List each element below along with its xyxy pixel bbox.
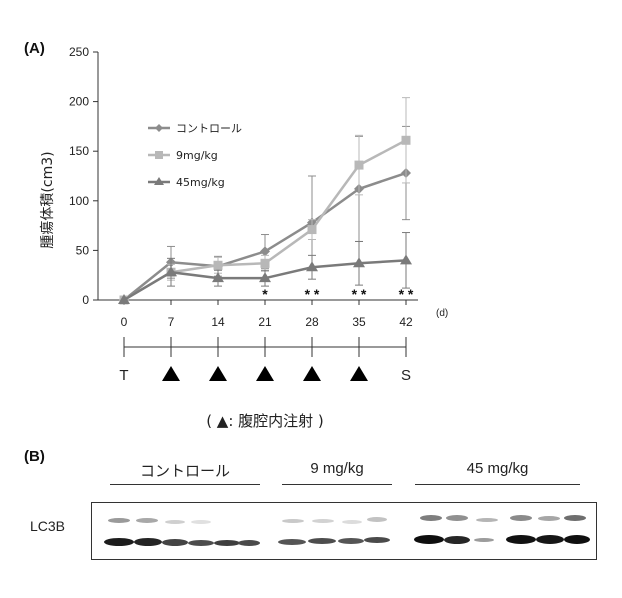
band-upper bbox=[510, 515, 532, 521]
timeline-start-label: T bbox=[119, 367, 128, 384]
y-tick-label: 200 bbox=[69, 95, 89, 109]
panel-a-label: (A) bbox=[24, 40, 45, 57]
y-tick-label: 100 bbox=[69, 194, 89, 208]
band-lower bbox=[414, 535, 444, 544]
panel-b-label: (B) bbox=[24, 448, 45, 465]
x-tick-label: 28 bbox=[305, 315, 319, 329]
timeline-end-label: S bbox=[401, 367, 411, 384]
band-lower bbox=[364, 537, 390, 543]
injection-timeline: T S ( ▲: 腹腔内注射 ) bbox=[119, 337, 411, 430]
injection-marker bbox=[209, 366, 227, 381]
data-point bbox=[261, 259, 270, 268]
legend-label: 9mg/kg bbox=[176, 149, 218, 162]
band-lower bbox=[474, 538, 494, 542]
chart-axes: 0 50 100 150 200 250 0 7 14 21 28 35 42 (d) 腫瘍体積(cm3) bbox=[39, 45, 448, 329]
data-point bbox=[400, 254, 412, 264]
timeline-caption: ( ▲: 腹腔内注射 ) bbox=[206, 412, 324, 430]
legend-marker bbox=[155, 151, 163, 159]
wb-group-9mg-line bbox=[282, 484, 392, 485]
band-lower bbox=[238, 540, 260, 546]
chart-legend: コントロール 9mg/kg 45mg/kg bbox=[148, 122, 242, 189]
band-lower bbox=[134, 538, 162, 546]
y-tick-label: 150 bbox=[69, 144, 89, 158]
significance-mark: * * bbox=[399, 286, 414, 302]
band-upper bbox=[342, 520, 362, 524]
wb-group-45mg: 45 mg/kg bbox=[415, 460, 580, 477]
data-point bbox=[355, 161, 364, 170]
data-point bbox=[308, 225, 317, 234]
x-tick-label: 14 bbox=[211, 315, 225, 329]
band-upper bbox=[420, 515, 442, 521]
band-lower bbox=[564, 535, 590, 544]
blot-image bbox=[91, 502, 597, 560]
band-lower bbox=[162, 539, 188, 546]
band-upper bbox=[476, 518, 498, 522]
band-upper bbox=[165, 520, 185, 524]
y-tick-label: 50 bbox=[76, 243, 90, 257]
band-upper bbox=[367, 517, 387, 522]
significance-mark: * * bbox=[352, 286, 367, 302]
x-unit-label: (d) bbox=[436, 308, 448, 319]
x-tick-label: 35 bbox=[352, 315, 366, 329]
band-upper bbox=[312, 519, 334, 523]
band-lower bbox=[444, 536, 470, 544]
western-blot-panel: (B) コントロール 9 mg/kg 45 mg/kg LC3B bbox=[0, 440, 622, 598]
x-tick-label: 0 bbox=[121, 315, 128, 329]
legend-label: 45mg/kg bbox=[176, 176, 225, 189]
injection-marker bbox=[162, 366, 180, 381]
band-upper bbox=[446, 515, 468, 521]
x-tick-label: 21 bbox=[258, 315, 272, 329]
wb-group-45mg-line bbox=[415, 484, 580, 485]
injection-marker bbox=[350, 366, 368, 381]
band-upper bbox=[564, 515, 586, 521]
injection-marker bbox=[256, 366, 274, 381]
band-lower bbox=[308, 538, 336, 544]
y-axis-label: 腫瘍体積(cm3) bbox=[39, 151, 56, 248]
band-lower bbox=[278, 539, 306, 545]
band-lower bbox=[188, 540, 214, 546]
data-point bbox=[402, 136, 411, 145]
band-lower bbox=[104, 538, 134, 546]
y-tick-label: 0 bbox=[82, 293, 89, 307]
wb-group-control: コントロール bbox=[110, 460, 260, 481]
band-lower bbox=[506, 535, 536, 544]
data-point bbox=[214, 261, 223, 270]
wb-row-label: LC3B bbox=[30, 518, 65, 534]
band-upper bbox=[108, 518, 130, 523]
band-upper bbox=[136, 518, 158, 523]
x-tick-label: 7 bbox=[168, 315, 175, 329]
band-upper bbox=[538, 516, 560, 521]
significance-mark: * bbox=[262, 286, 268, 302]
legend-label: コントロール bbox=[176, 122, 242, 135]
band-lower bbox=[536, 535, 564, 544]
band-upper bbox=[191, 520, 211, 524]
band-lower bbox=[214, 540, 240, 546]
legend-marker bbox=[155, 124, 163, 132]
band-lower bbox=[338, 538, 364, 544]
wb-group-9mg: 9 mg/kg bbox=[282, 460, 392, 477]
injection-marker bbox=[303, 366, 321, 381]
significance-mark: * * bbox=[305, 286, 320, 302]
x-tick-label: 42 bbox=[399, 315, 413, 329]
tumor-volume-chart: 050100150200250071421283542(d)腫瘍体積(cm3) … bbox=[0, 0, 622, 440]
wb-group-control-line bbox=[110, 484, 260, 485]
band-upper bbox=[282, 519, 304, 523]
y-tick-label: 250 bbox=[69, 45, 89, 59]
